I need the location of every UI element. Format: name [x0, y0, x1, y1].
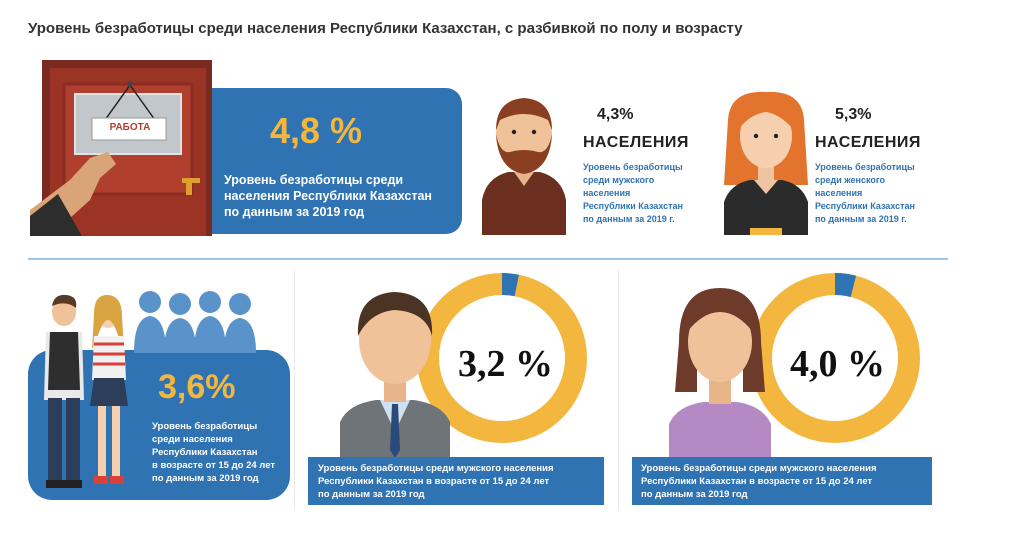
- female-text-line: среди женского: [815, 175, 885, 185]
- youth-male-text-line: по данным за 2019 год: [318, 489, 425, 500]
- youth-male-text-line: Республики Казахстан в возрасте от 15 до…: [318, 476, 550, 487]
- overall-text-line: населения Республики Казахстан: [224, 189, 432, 203]
- youth-male-card: [308, 457, 604, 505]
- door-sign-text: РАБОТА: [109, 122, 151, 133]
- female-avatar-illustration: [724, 91, 808, 235]
- crowd-silhouettes: [134, 291, 256, 353]
- youth-text: Уровень безработицы среди населения Респ…: [152, 420, 292, 485]
- youth-male-ring: [417, 273, 587, 443]
- youth-text-line: Уровень безработицы: [152, 421, 258, 432]
- page-title: Уровень безработицы среди населения Респ…: [28, 20, 743, 37]
- youth-male-text: Уровень безработицы среди мужского насел…: [318, 462, 603, 501]
- door-illustration: [30, 60, 212, 236]
- section-divider: [28, 258, 948, 260]
- overall-card: [170, 88, 462, 234]
- youth-female-text-line: Уровень безработицы среди мужского насел…: [641, 463, 877, 474]
- youth-female-value: 4,0 %: [790, 343, 885, 385]
- female-text-line: Уровень безработицы: [815, 162, 915, 172]
- male-text-line: среди мужского: [583, 175, 655, 185]
- overall-value: 4,8 %: [270, 110, 363, 151]
- youth-female-avatar-illustration: [669, 288, 771, 460]
- youth-female-ring-accent: [834, 273, 857, 298]
- male-label: НАСЕЛЕНИЯ: [583, 134, 689, 151]
- male-value: 4,3%: [597, 106, 634, 123]
- male-avatar-illustration: [482, 98, 566, 235]
- female-value: 5,3%: [835, 106, 872, 123]
- panel-separator: [618, 270, 619, 510]
- youth-text-line: Республики Казахстан: [152, 447, 258, 458]
- youth-text-line: среди населения: [152, 434, 233, 445]
- female-text: Уровень безработицы среди женского насел…: [815, 161, 955, 226]
- youth-male-value: 3,2 %: [458, 343, 553, 385]
- youth-female-text-line: по данным за 2019 год: [641, 489, 748, 500]
- youth-male-text-line: Уровень безработицы среди мужского насел…: [318, 463, 554, 474]
- female-label: НАСЕЛЕНИЯ: [815, 134, 921, 151]
- youth-female-text-line: Республики Казахстан в возрасте от 15 до…: [641, 476, 873, 487]
- female-text-line: по данным за 2019 г.: [815, 214, 907, 224]
- youth-female-text: Уровень безработицы среди мужского насел…: [641, 462, 931, 501]
- youth-male-ring-accent: [501, 273, 519, 297]
- male-text-line: Уровень безработицы: [583, 162, 683, 172]
- female-text-line: Республики Казахстан: [815, 201, 915, 211]
- male-text-line: населения: [583, 188, 631, 198]
- youth-text-line: в возрасте от 15 до 24 лет: [152, 460, 276, 471]
- youth-text-line: по данным за 2019 год: [152, 473, 259, 484]
- youth-people-illustration: [44, 294, 128, 488]
- youth-female-card: [632, 457, 932, 505]
- youth-value: 3,6%: [158, 368, 236, 406]
- male-text-line: Республики Казахстан: [583, 201, 683, 211]
- panel-separator: [294, 270, 295, 510]
- male-text: Уровень безработицы среди мужского насел…: [583, 161, 723, 226]
- male-text-line: по данным за 2019 г.: [583, 214, 675, 224]
- youth-male-avatar-illustration: [340, 292, 450, 460]
- overall-text: Уровень безработицы среди населения Респ…: [224, 172, 454, 220]
- female-text-line: населения: [815, 188, 863, 198]
- overall-text-line: Уровень безработицы среди: [224, 173, 404, 187]
- overall-text-line: по данным за 2019 год: [224, 205, 365, 219]
